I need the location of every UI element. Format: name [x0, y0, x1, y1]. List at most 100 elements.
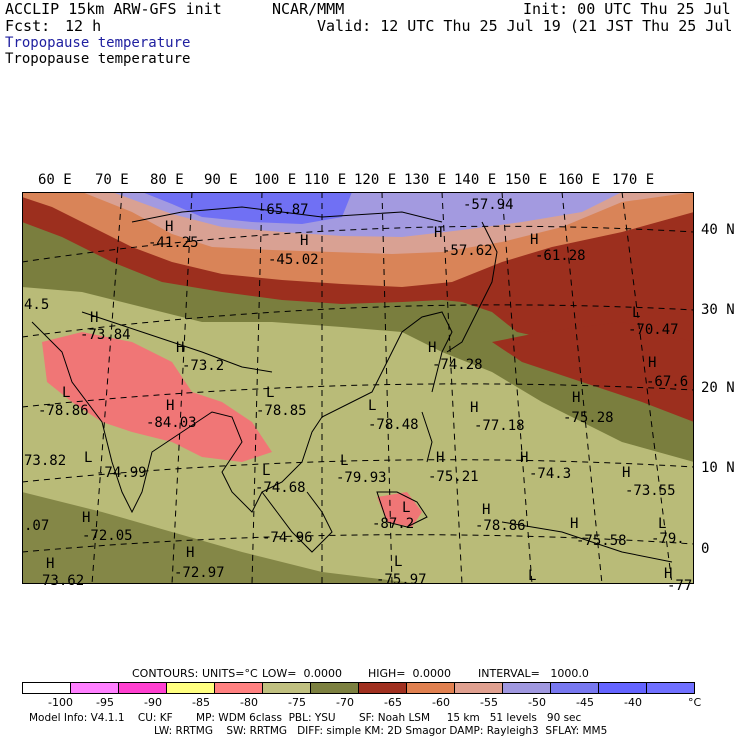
map-value-label: -74.99	[96, 465, 147, 481]
valid-time: Valid: 12 UTC Thu 25 Jul 19 (21 JST Thu …	[317, 17, 740, 35]
lon-label: 60 E	[38, 172, 72, 188]
map-value-label: -84.03	[146, 415, 197, 431]
high-label: HIGH= 0.0000	[368, 667, 452, 680]
legend-swatch	[70, 682, 119, 694]
high-marker: H	[165, 219, 174, 235]
high-marker: H	[186, 545, 195, 561]
map-value-label: -78.85	[256, 403, 307, 419]
map-value-label: -75.97	[376, 572, 427, 588]
legend-swatch	[214, 682, 263, 694]
field-title-blue: Tropopause temperature	[5, 35, 191, 51]
map-value-label: -61.28	[535, 248, 586, 264]
low-marker: L	[84, 450, 93, 466]
lon-label: 130 E	[404, 172, 447, 188]
lon-label: 140 E	[454, 172, 497, 188]
interval-label: INTERVAL= 1000.0	[478, 667, 589, 680]
low-marker: L	[632, 305, 641, 321]
map-frame	[22, 192, 694, 584]
low-marker: L	[62, 385, 71, 401]
map-value-label: -78.48	[368, 417, 419, 433]
map-value-label: -87.2	[372, 516, 415, 532]
lat-label: 10 N	[701, 460, 735, 476]
lon-label: 70 E	[95, 172, 129, 188]
legend-swatch	[310, 682, 359, 694]
legend-tick-label: -70	[336, 696, 354, 709]
high-marker: H	[90, 310, 99, 326]
map-value-label: -73.55	[625, 483, 676, 499]
field-band-80	[42, 332, 272, 462]
low-marker: L	[528, 568, 537, 584]
high-marker: H	[82, 510, 91, 526]
map-value-label: -45.02	[268, 252, 319, 268]
lon-label: 100 E	[254, 172, 297, 188]
lon-label: 90 E	[204, 172, 238, 188]
high-marker: H	[176, 340, 185, 356]
map-value-label: -79.	[651, 531, 685, 547]
high-marker: H	[622, 465, 631, 481]
lon-label: 80 E	[150, 172, 184, 188]
legend-swatch	[598, 682, 647, 694]
map-value-label: 4.5	[24, 297, 50, 313]
coastlines	[31, 206, 673, 563]
high-marker: H	[648, 355, 657, 371]
legend-tick-label: -95	[96, 696, 114, 709]
low-marker: L	[402, 500, 411, 516]
map-value-label: -79.93	[336, 470, 387, 486]
lat-label: 0	[701, 541, 710, 557]
legend-unit: °C	[688, 696, 702, 709]
legend-swatch	[262, 682, 311, 694]
lat-label: 20 N	[701, 380, 735, 396]
high-marker: H	[470, 400, 479, 416]
low-marker: L	[368, 398, 377, 414]
graticule	[22, 192, 694, 584]
map-value-label: -77.18	[474, 418, 525, 434]
lat-label: 40 N	[701, 222, 735, 238]
low-label: LOW= 0.0000	[262, 667, 342, 680]
footer-model-info: Model Info: V4.1.1 CU: KF MP: WDM 6class…	[29, 712, 582, 724]
legend-swatch	[358, 682, 407, 694]
legend-swatch	[406, 682, 455, 694]
legend-tick-label: -90	[144, 696, 162, 709]
legend-swatch	[22, 682, 71, 694]
map-value-label: -72.97	[174, 565, 225, 581]
map-value-label: -75.58	[576, 533, 627, 549]
map-value-label: -78.86	[475, 518, 526, 534]
high-marker: H	[166, 398, 175, 414]
map-value-label: -41.25	[148, 235, 199, 251]
legend-swatch	[646, 682, 695, 694]
legend-tick-label: -80	[240, 696, 258, 709]
contours-label: CONTOURS:	[132, 667, 199, 680]
units-label: UNITS=°C	[202, 667, 258, 680]
legend-tick-label: -60	[432, 696, 450, 709]
map-value-label: -74.28	[432, 357, 483, 373]
high-marker: H	[572, 390, 581, 406]
map-value-label: -72.05	[82, 528, 133, 544]
map-value-label: -67.6	[646, 374, 689, 390]
high-marker: H	[428, 340, 437, 356]
legend-tick-label: -45	[576, 696, 594, 709]
lon-label: 120 E	[354, 172, 397, 188]
low-marker: L	[266, 385, 275, 401]
field-band-70-south	[22, 492, 422, 584]
lon-label: 170 E	[612, 172, 655, 188]
legend-tick-label: -40	[624, 696, 642, 709]
legend-swatch	[550, 682, 599, 694]
map-value-label: -65.87	[258, 202, 309, 218]
high-marker: H	[46, 556, 55, 572]
init-time: Init: 00 UTC Thu 25 Jul 19	[523, 0, 740, 18]
fcst-value: 12 h	[65, 17, 102, 35]
legend-swatch	[166, 682, 215, 694]
high-marker: H	[436, 450, 445, 466]
legend-tick-label: -55	[480, 696, 498, 709]
map-value-label: -74.3	[529, 466, 572, 482]
map-value-label: -73.2	[182, 358, 225, 374]
high-marker: H	[664, 566, 673, 582]
fcst-label: Fcst:	[5, 17, 51, 35]
high-marker: H	[482, 502, 491, 518]
low-marker: L	[262, 463, 271, 479]
map-value-label: -75.21	[428, 469, 479, 485]
high-marker: H	[300, 233, 309, 249]
lon-label: 150 E	[505, 172, 548, 188]
legend-swatch	[454, 682, 503, 694]
field-band-65-east	[492, 322, 694, 422]
